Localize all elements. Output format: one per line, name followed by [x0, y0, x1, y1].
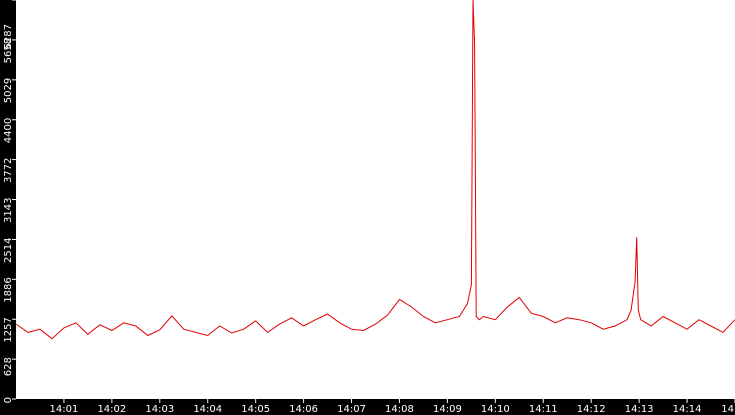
- y-tick-label: 3772: [3, 158, 14, 183]
- y-tick-label: 628: [3, 357, 14, 376]
- x-tick-label: 14: [721, 404, 734, 415]
- x-tick-label: 14:04: [193, 404, 222, 415]
- x-tick-label: 14:10: [481, 404, 510, 415]
- y-tick-label: 5658: [3, 38, 14, 63]
- x-tick-label: 14:06: [289, 404, 318, 415]
- x-tick-label: 14:02: [97, 404, 126, 415]
- y-tick-label: 4400: [3, 118, 14, 143]
- x-tick-label: 14:13: [625, 404, 654, 415]
- x-tick-label: 14:01: [50, 404, 79, 415]
- y-tick-label: 6287: [3, 24, 14, 49]
- y-tick-label: 1257: [3, 317, 14, 342]
- y-tick-label: 5029: [3, 78, 14, 103]
- x-tick-label: 14:05: [241, 404, 270, 415]
- x-tick-label: 14:11: [529, 404, 558, 415]
- x-tick-label: 14:14: [673, 404, 702, 415]
- y-tick-label: 0: [3, 397, 14, 403]
- x-tick-label: 14:07: [337, 404, 366, 415]
- series-layer: [15, 0, 735, 340]
- x-tick-label: 14:12: [577, 404, 606, 415]
- y-tick-label: 2514: [3, 238, 14, 263]
- x-axis-band: [0, 399, 735, 415]
- series-line: [15, 0, 735, 340]
- x-tick-label: 14:09: [433, 404, 462, 415]
- y-tick-label: 1886: [3, 277, 14, 302]
- x-tick-label: 14:08: [385, 404, 414, 415]
- y-tick-label: 3143: [3, 198, 14, 223]
- x-tick-label: 14:03: [145, 404, 174, 415]
- y-axis-band: [0, 0, 16, 399]
- x-tick-labels: 14:01 14:02 14:03 14:04 14:05 14:06 14:07 14:08…: [50, 399, 735, 415]
